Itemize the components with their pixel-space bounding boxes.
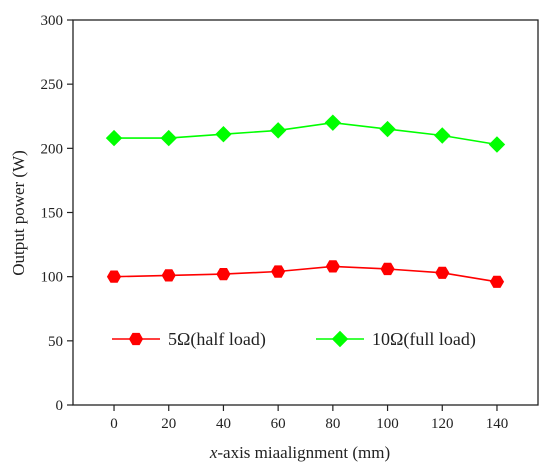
y-tick-label-100: 100 [41, 270, 64, 286]
point-5ohm-x0 [106, 270, 122, 283]
x-axis-label-italic: x [209, 443, 218, 462]
series-10ohm [105, 114, 506, 153]
legend-marker-shape-5ohm [128, 332, 144, 346]
x-tick-label-60: 60 [271, 416, 286, 432]
x-tick-label-140: 140 [486, 416, 509, 432]
x-tick-label-100: 100 [376, 416, 399, 432]
point-5ohm-x120 [435, 266, 450, 279]
x-tick-label-20: 20 [161, 416, 176, 432]
x-axis-label: x-axis miaalignment (mm) [209, 443, 390, 462]
x-tick-label-0: 0 [110, 416, 118, 432]
point-5ohm-x40 [216, 268, 231, 281]
y-tick-label-150: 150 [41, 206, 64, 222]
point-10ohm-x80 [324, 114, 342, 131]
legend-label-10ohm: 10Ω(full load) [372, 329, 476, 350]
plot-frame [72, 19, 539, 406]
x-tick-label-120: 120 [431, 416, 454, 432]
x-tick-label-80: 80 [325, 416, 340, 432]
legend-marker-5ohm [128, 332, 144, 346]
series-layer [105, 114, 506, 288]
y-tick-label-250: 250 [41, 77, 64, 93]
legend-marker-shape-10ohm [331, 330, 349, 348]
y-axis-label: Output power (W) [9, 150, 28, 276]
y-tick-label-50: 50 [48, 334, 63, 350]
point-10ohm-x100 [379, 120, 396, 138]
x-axis-label-rest: -axis miaalignment (mm) [217, 443, 390, 462]
point-5ohm-x60 [271, 265, 286, 278]
point-10ohm-x140 [488, 136, 506, 153]
legend-label-5ohm: 5Ω(half load) [168, 329, 266, 350]
point-5ohm-x20 [161, 269, 176, 282]
point-10ohm-x20 [160, 129, 177, 147]
series-5ohm [106, 260, 505, 288]
point-5ohm-x100 [380, 262, 395, 276]
point-10ohm-x120 [434, 127, 451, 144]
series-line-5ohm [113, 265, 498, 283]
point-10ohm-x40 [215, 126, 232, 143]
axis-ticks: 0 50 100 150 200 250 300 0 20 40 60 80 100 120 140 [41, 13, 509, 432]
point-5ohm-x80 [325, 260, 340, 273]
legend: 5Ω(half load) 10Ω(full load) [112, 329, 476, 350]
y-tick-label-0: 0 [56, 398, 64, 414]
y-tick-label-300: 300 [41, 13, 64, 29]
series-line-10ohm [114, 121, 498, 146]
y-tick-label-200: 200 [41, 141, 64, 157]
legend-marker-10ohm [331, 330, 349, 348]
point-10ohm-x0 [105, 129, 123, 147]
point-5ohm-x140 [489, 275, 505, 288]
point-10ohm-x60 [269, 122, 287, 139]
x-tick-label-40: 40 [216, 416, 231, 432]
